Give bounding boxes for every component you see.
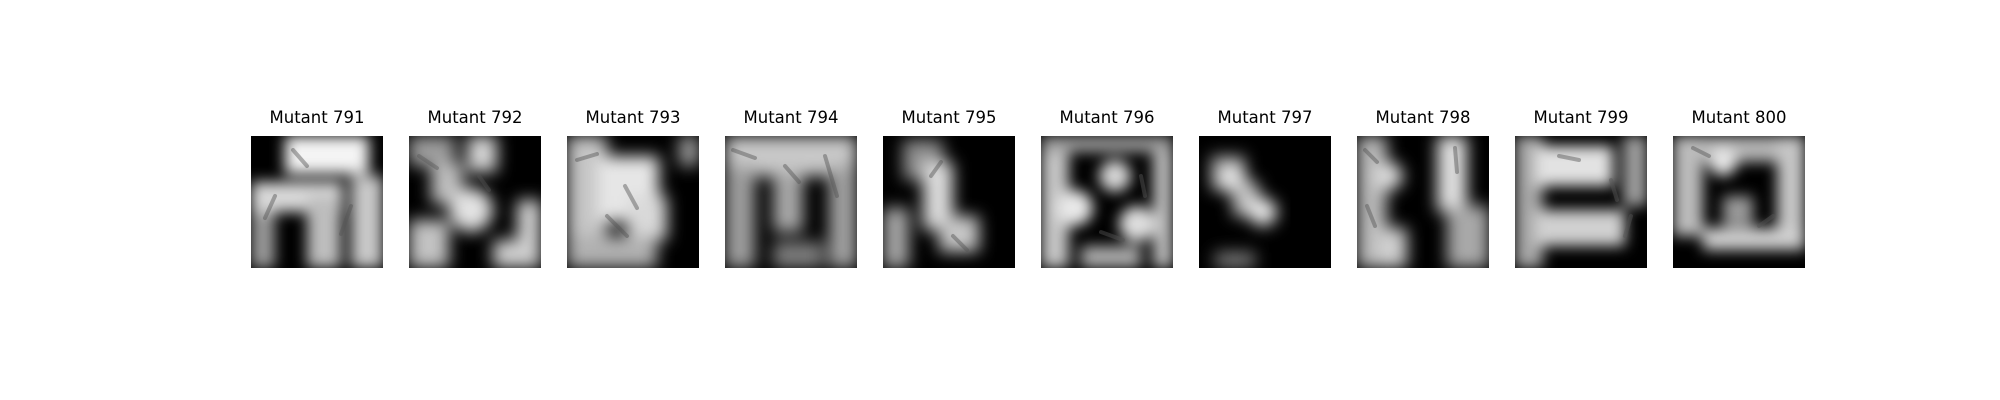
panel-title: Mutant 800: [1691, 108, 1787, 127]
panel-title: Mutant 794: [743, 108, 839, 127]
panel-title: Mutant 792: [427, 108, 523, 127]
panel-title: Mutant 795: [901, 108, 997, 127]
panel-title: Mutant 799: [1533, 108, 1629, 127]
mutant-image: [1673, 136, 1805, 268]
panel-title: Mutant 793: [585, 108, 681, 127]
panel-title: Mutant 796: [1059, 108, 1155, 127]
mutant-image: [883, 136, 1015, 268]
mutant-image: [251, 136, 383, 268]
mutant-image: [1357, 136, 1489, 268]
panel-title: Mutant 798: [1375, 108, 1471, 127]
panel-title: Mutant 797: [1217, 108, 1313, 127]
mutant-image: [1041, 136, 1173, 268]
panel-title: Mutant 791: [269, 108, 365, 127]
mutant-image: [1199, 136, 1331, 268]
mutant-image: [409, 136, 541, 268]
mutant-image: [1515, 136, 1647, 268]
mutant-image: [567, 136, 699, 268]
mutant-image: [725, 136, 857, 268]
